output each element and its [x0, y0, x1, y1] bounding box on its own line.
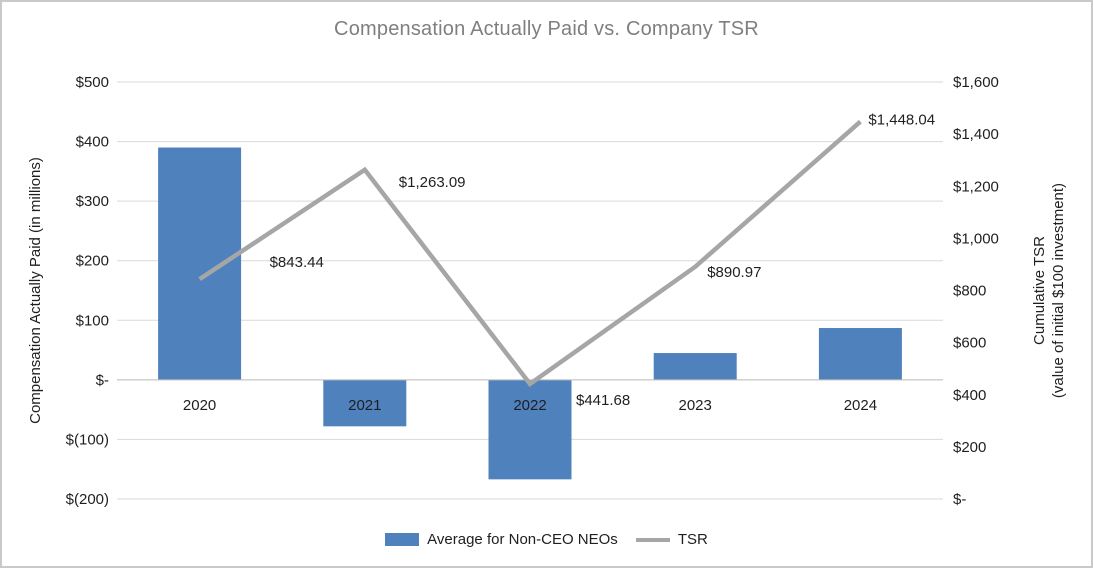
left-axis-tick-label: $(200) — [66, 491, 109, 508]
legend-bar-swatch-icon — [385, 533, 420, 546]
bar-2020 — [158, 147, 242, 380]
right-axis-tick-label: $800 — [953, 283, 986, 300]
right-axis-tick-label: $400 — [953, 387, 986, 404]
left-axis-tick-label: $300 — [76, 193, 109, 210]
right-axis-tick-label: $1,400 — [953, 126, 999, 143]
bar-2023 — [653, 353, 737, 380]
tsr-line — [198, 119, 862, 387]
left-axis-tick-label: $- — [96, 372, 109, 389]
tsr-data-label-2021: $1,263.09 — [399, 174, 466, 191]
tsr-data-label-2023: $890.97 — [707, 264, 761, 281]
right-axis-title: Cumulative TSR (value of initial $100 inv… — [1031, 183, 1067, 398]
legend-line-swatch-icon — [635, 537, 670, 542]
legend-item-bar-series: Average for Non-CEO NEOs — [385, 531, 618, 548]
bar-2021 — [323, 379, 407, 427]
tsr-data-label-2022: $441.68 — [576, 392, 630, 409]
x-axis-label-2020: 2020 — [183, 397, 216, 414]
right-axis-tick-label: $1,200 — [953, 178, 999, 195]
right-axis-tick-label: $1,600 — [953, 74, 999, 91]
left-axis-tick-label: $(100) — [66, 431, 109, 448]
x-axis-label-2023: 2023 — [679, 397, 712, 414]
chart-title: Compensation Actually Paid vs. Company T… — [334, 18, 759, 40]
right-axis-tick-label: $200 — [953, 439, 986, 456]
bar-2022 — [488, 379, 572, 480]
x-axis-label-2021: 2021 — [348, 397, 381, 414]
x-axis-label-2024: 2024 — [844, 397, 877, 414]
right-axis-tick-label: $600 — [953, 335, 986, 352]
right-axis-tick-label: $1,000 — [953, 230, 999, 247]
legend-label-bar-series: Average for Non-CEO NEOs — [427, 531, 618, 548]
chart-legend: Average for Non-CEO NEOs TSR — [2, 531, 1091, 548]
bar-2024 — [818, 328, 902, 380]
x-axis-label-2022: 2022 — [513, 397, 546, 414]
left-axis-tick-label: $100 — [76, 312, 109, 329]
left-axis-title: Compensation Actually Paid (in millions) — [27, 157, 44, 424]
left-axis-tick-label: $200 — [76, 253, 109, 270]
left-axis-tick-label: $400 — [76, 134, 109, 151]
legend-item-line-series: TSR — [635, 531, 708, 548]
legend-label-line-series: TSR — [677, 531, 708, 548]
left-axis-tick-label: $500 — [76, 74, 109, 91]
right-axis-tick-label: $- — [953, 491, 966, 508]
tsr-data-label-2020: $843.44 — [270, 254, 324, 271]
tsr-data-label-2024: $1,448.04 — [868, 112, 935, 129]
